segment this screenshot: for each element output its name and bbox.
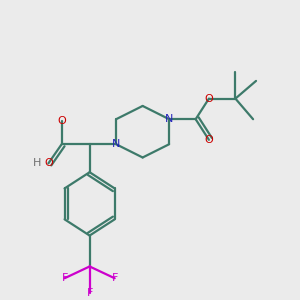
Text: O: O <box>44 158 53 168</box>
Text: O: O <box>57 116 66 126</box>
Text: F: F <box>112 273 118 283</box>
Text: F: F <box>61 273 68 283</box>
Text: H: H <box>32 158 41 168</box>
Text: O: O <box>205 94 213 103</box>
Text: N: N <box>165 114 173 124</box>
Text: F: F <box>86 288 93 298</box>
Text: O: O <box>205 135 213 145</box>
Text: N: N <box>112 139 120 149</box>
